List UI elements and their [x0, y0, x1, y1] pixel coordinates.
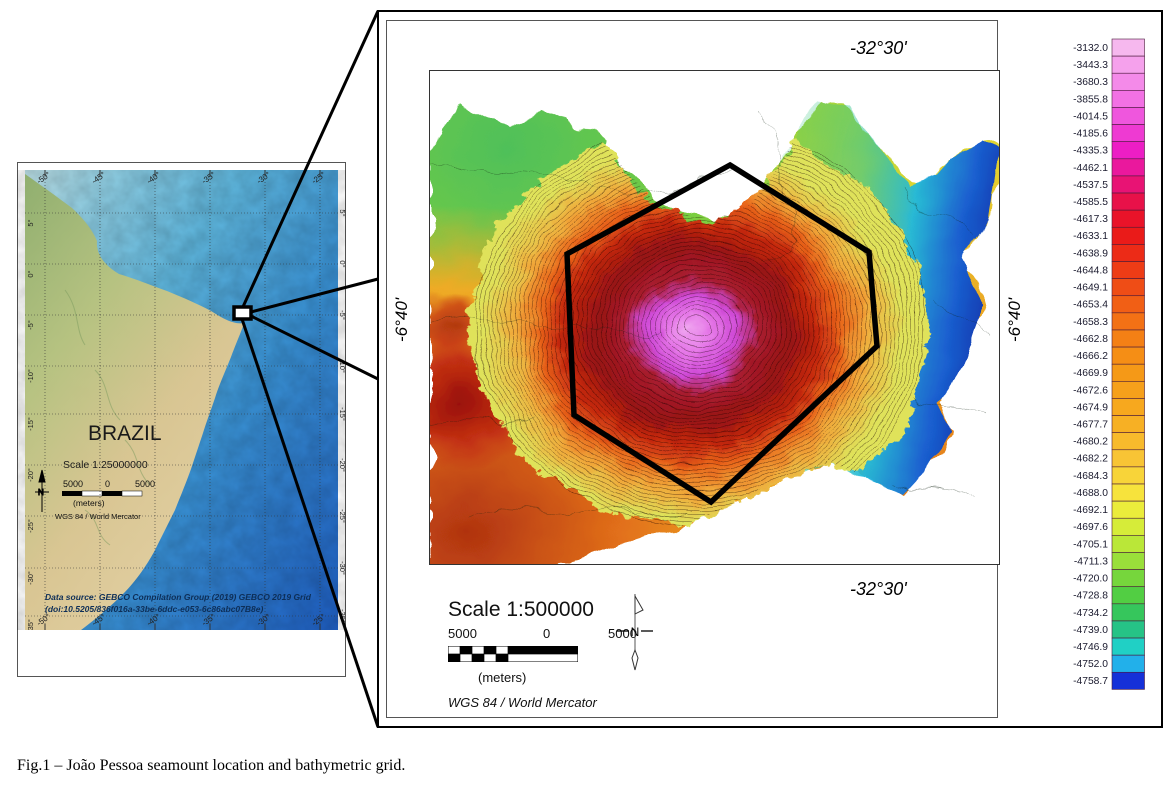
svg-text:-4658.3: -4658.3: [1073, 317, 1108, 328]
svg-text:-3132.0: -3132.0: [1073, 43, 1108, 54]
svg-text:-4677.7: -4677.7: [1073, 420, 1108, 431]
svg-text:-4697.6: -4697.6: [1073, 522, 1108, 533]
svg-text:-4682.2: -4682.2: [1073, 454, 1108, 465]
svg-text:-4335.3: -4335.3: [1073, 146, 1108, 157]
svg-text:-3680.3: -3680.3: [1073, 77, 1108, 88]
svg-text:-30°: -30°: [338, 561, 346, 575]
svg-text:-15°: -15°: [338, 407, 346, 421]
svg-text:-4674.9: -4674.9: [1073, 402, 1108, 413]
svg-text:-4666.2: -4666.2: [1073, 351, 1108, 362]
svg-text:-35°: -35°: [26, 619, 35, 630]
svg-text:-4758.7: -4758.7: [1073, 676, 1108, 687]
svg-text:-10°: -10°: [338, 359, 346, 373]
svg-text:-4711.3: -4711.3: [1074, 556, 1108, 567]
svg-text:-4720.0: -4720.0: [1073, 574, 1108, 585]
svg-text:-35°: -35°: [338, 609, 346, 623]
svg-text:N: N: [631, 625, 640, 639]
svg-text:-15°: -15°: [26, 417, 35, 431]
svg-text:-10°: -10°: [26, 369, 35, 383]
svg-text:-4638.9: -4638.9: [1073, 248, 1108, 259]
svg-text:Scale 1:25000000: Scale 1:25000000: [63, 459, 148, 471]
svg-text:-4692.1: -4692.1: [1073, 505, 1108, 516]
svg-text:-4537.5: -4537.5: [1073, 180, 1108, 191]
svg-text:Data source: GEBCO Compilation: Data source: GEBCO Compilation Group (20…: [45, 592, 312, 602]
svg-text:-25°: -25°: [338, 509, 346, 523]
svg-text:-4672.6: -4672.6: [1073, 385, 1108, 396]
svg-text:-4462.1: -4462.1: [1073, 163, 1108, 174]
svg-text:-4617.3: -4617.3: [1073, 214, 1108, 225]
svg-text:(doi:10.5205/836f016a-33be-6dd: (doi:10.5205/836f016a-33be-6ddc-e053-6c8…: [45, 604, 263, 614]
svg-text:WGS 84 / World Mercator: WGS 84 / World Mercator: [55, 512, 141, 521]
svg-text:-4644.8: -4644.8: [1073, 265, 1108, 276]
svg-text:-4739.0: -4739.0: [1073, 625, 1108, 636]
svg-text:0°: 0°: [26, 270, 35, 277]
svg-text:-20°: -20°: [26, 468, 35, 482]
svg-text:-4669.9: -4669.9: [1073, 368, 1108, 379]
svg-text:-4633.1: -4633.1: [1073, 231, 1108, 242]
svg-text:5°: 5°: [338, 209, 346, 216]
svg-text:5000: 5000: [63, 479, 83, 489]
svg-text:-4752.0: -4752.0: [1073, 659, 1108, 670]
svg-text:-4688.0: -4688.0: [1073, 488, 1108, 499]
svg-text:0°: 0°: [338, 260, 346, 267]
svg-text:BRAZIL: BRAZIL: [88, 422, 162, 445]
svg-text:N: N: [38, 488, 44, 497]
svg-text:-4746.9: -4746.9: [1073, 642, 1108, 653]
svg-text:-3855.8: -3855.8: [1073, 94, 1108, 105]
svg-text:-5°: -5°: [26, 320, 35, 330]
svg-text:-5°: -5°: [338, 310, 346, 320]
svg-text:-4649.1: -4649.1: [1073, 283, 1108, 294]
svg-text:-4705.1: -4705.1: [1073, 539, 1108, 550]
svg-text:-4653.4: -4653.4: [1073, 300, 1108, 311]
svg-text:-4680.2: -4680.2: [1073, 437, 1108, 448]
svg-text:-4728.8: -4728.8: [1073, 591, 1108, 602]
svg-text:0: 0: [105, 479, 110, 489]
svg-text:-4734.2: -4734.2: [1073, 608, 1108, 619]
svg-text:5000: 5000: [135, 479, 155, 489]
svg-text:-30°: -30°: [26, 571, 35, 585]
svg-text:-4185.6: -4185.6: [1073, 129, 1108, 140]
svg-text:5°: 5°: [26, 219, 35, 226]
svg-text:-3443.3: -3443.3: [1073, 60, 1108, 71]
svg-text:-4014.5: -4014.5: [1073, 111, 1108, 122]
svg-text:-25°: -25°: [26, 519, 35, 533]
svg-text:-4585.5: -4585.5: [1073, 197, 1108, 208]
svg-text:-20°: -20°: [338, 458, 346, 472]
svg-text:-4662.8: -4662.8: [1073, 334, 1108, 345]
svg-text:-4684.3: -4684.3: [1073, 471, 1108, 482]
